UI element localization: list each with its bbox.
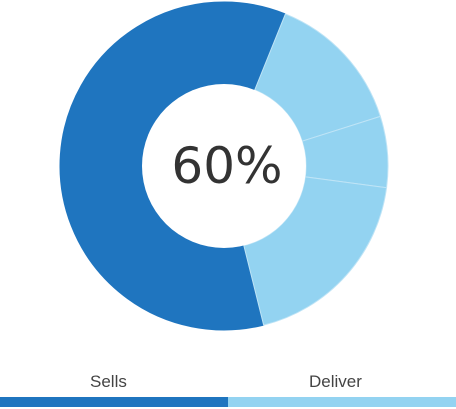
legend-bar-deliver — [228, 397, 456, 407]
legend-bar-sells — [0, 397, 228, 407]
legend-label-sells: Sells — [90, 372, 127, 391]
center-percentage-label: 60% — [171, 137, 282, 195]
donut-slices — [59, 1, 389, 331]
donut-hole — [142, 84, 306, 248]
legend-label-deliver: Deliver — [309, 372, 362, 391]
